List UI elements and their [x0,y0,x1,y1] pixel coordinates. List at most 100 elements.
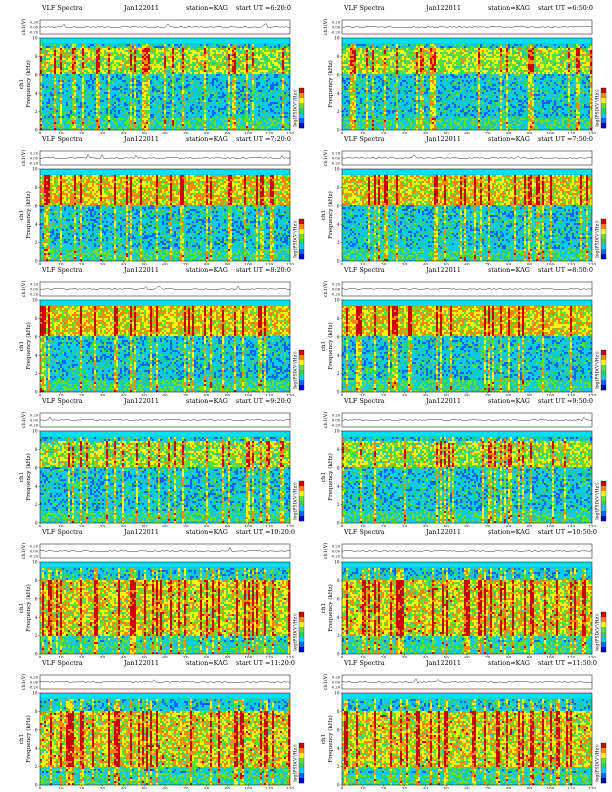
y-tick-label: 2 [35,240,38,245]
y-tick-label: 4 [337,615,340,620]
spectrogram-panel: VLF Spectra Jan122011 station=KAG start UT … [10,528,310,658]
waveform-line [39,285,291,291]
spectrogram-cells [342,175,593,262]
y-axis-channel-label: ch1 [19,734,25,744]
y-tick-label: 4 [337,353,340,358]
x-tick-label: 110 [265,394,273,397]
x-tick-label: 40 [121,394,127,397]
colorbar-segment [601,763,606,769]
x-tick-label: 120 [286,394,294,397]
x-tick-label: 20 [381,787,387,790]
x-tick-label: 70 [485,132,491,135]
colorbar-segment [601,108,606,114]
colorbar-frame [298,480,305,522]
y-tick-label: 6 [337,334,340,339]
x-tick-label: 30 [100,132,106,135]
y-tick-label: 0 [337,128,340,133]
y-tick-label: 6 [35,203,38,208]
waveform-y-label: ch1(V) [322,412,329,429]
x-tick-label: 10 [360,263,366,266]
x-tick-label: 50 [141,263,147,266]
y-tick-label: 6 [35,727,38,732]
y-axis-label: Frequency (kHz) [25,584,32,632]
waveform-y-label: ch1(V) [20,674,27,691]
waveform-line [39,154,291,160]
colorbar-segment [299,637,304,643]
x-tick-label: 110 [567,525,575,528]
panel-start-time: start UT =8:20:0 [236,266,291,274]
spectrogram-cells [40,699,291,786]
x-tick-label: 100 [244,525,252,528]
spectrogram-top-band [342,431,592,437]
x-tick-label: 80 [506,656,512,659]
y-tick-label: 8 [35,54,38,59]
panel-station: station=KAG [186,266,228,274]
colorbar-frame [298,349,305,391]
waveform-tick-label: -0.20 [29,31,39,35]
colorbar-segment [601,506,606,512]
panel-title-line: VLF Spectra Jan122011 station=KAG start UT … [10,135,310,145]
colorbar-segment [299,743,304,749]
panel-date: Jan122011 [426,397,461,405]
y-tick-label: 10 [32,691,38,696]
waveform-line [39,23,291,28]
panel-title-line: VLF Spectra Jan122011 station=KAG start UT … [10,266,310,276]
colorbar-segment [601,486,606,492]
panel-date: Jan122011 [426,266,461,274]
x-tick-label: 30 [402,787,408,790]
spectrogram-top-band [342,300,592,306]
colorbar-segment [299,239,304,245]
spectrogram-top-band [40,38,290,44]
panel-station: station=KAG [488,528,530,536]
x-tick-label: 40 [423,525,429,528]
colorbar-segment [299,642,304,648]
x-tick-label: 20 [79,525,85,528]
spectrogram-panel: VLF Spectra Jan122011 station=KAG start UT … [312,659,612,789]
x-tick-label: 40 [423,394,429,397]
waveform-line [39,546,291,553]
colorbar-segment [299,501,304,507]
colorbar-segment [299,763,304,769]
waveform-tick-label: 0.20 [30,414,39,418]
colorbar-segment [601,239,606,245]
colorbar-segment [299,516,304,522]
y-axis-channel-label: ch1 [19,603,25,613]
panel-title: VLF Spectra [344,397,385,405]
x-tick-label: 40 [423,132,429,135]
colorbar-segment [601,501,606,507]
panel-station: station=KAG [488,135,530,143]
y-tick-label: 8 [337,185,340,190]
colorbar-segment [299,254,304,260]
x-tick-label: 0 [341,394,344,397]
y-tick-label: 2 [337,764,340,769]
y-tick-label: 8 [337,447,340,452]
x-tick-label: 120 [588,656,596,659]
waveform-y-label: ch1(V) [322,543,329,560]
waveform-tick-label: 0.00 [332,419,341,423]
colorbar-segment [299,612,304,618]
x-tick-label: 10 [360,656,366,659]
colorbar-segment [601,516,606,522]
x-tick-label: 90 [225,132,231,135]
colorbar-segment [299,496,304,502]
waveform-line [341,416,593,422]
x-tick-label: 0 [341,525,344,528]
x-tick-label: 40 [121,132,127,135]
colorbar-segment [299,385,304,391]
x-tick-label: 110 [265,656,273,659]
x-tick-label: 60 [162,787,168,790]
colorbar-segment [299,360,304,366]
panel-date: Jan122011 [426,659,461,667]
y-tick-label: 8 [337,578,340,583]
spectrogram-panel: VLF Spectra Jan122011 station=KAG start UT … [10,659,310,789]
x-tick-label: 110 [265,787,273,790]
waveform-line [341,154,593,159]
x-tick-label: 50 [443,787,449,790]
x-tick-label: 50 [141,656,147,659]
x-tick-label: 60 [464,525,470,528]
x-tick-label: 40 [121,787,127,790]
panel-title-line: VLF Spectra Jan122011 station=KAG start UT … [312,659,612,669]
x-tick-label: 10 [58,132,64,135]
waveform-tick-label: 0.00 [30,419,39,423]
